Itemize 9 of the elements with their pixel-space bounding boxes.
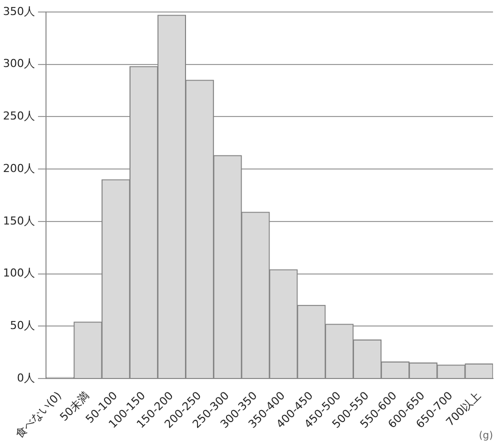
y-tick-label: 150人 [2, 214, 35, 228]
y-tick-label: 0人 [16, 371, 35, 384]
y-tick-label: 350人 [2, 4, 35, 18]
y-tick-label: 50人 [10, 319, 35, 332]
y-tick-label: 250人 [2, 110, 35, 123]
y-tick-label: 300人 [2, 57, 35, 70]
x-axis-title: (g) [478, 430, 494, 442]
y-tick-label: 200人 [2, 162, 35, 175]
y-tick-label: 100人 [2, 266, 35, 280]
